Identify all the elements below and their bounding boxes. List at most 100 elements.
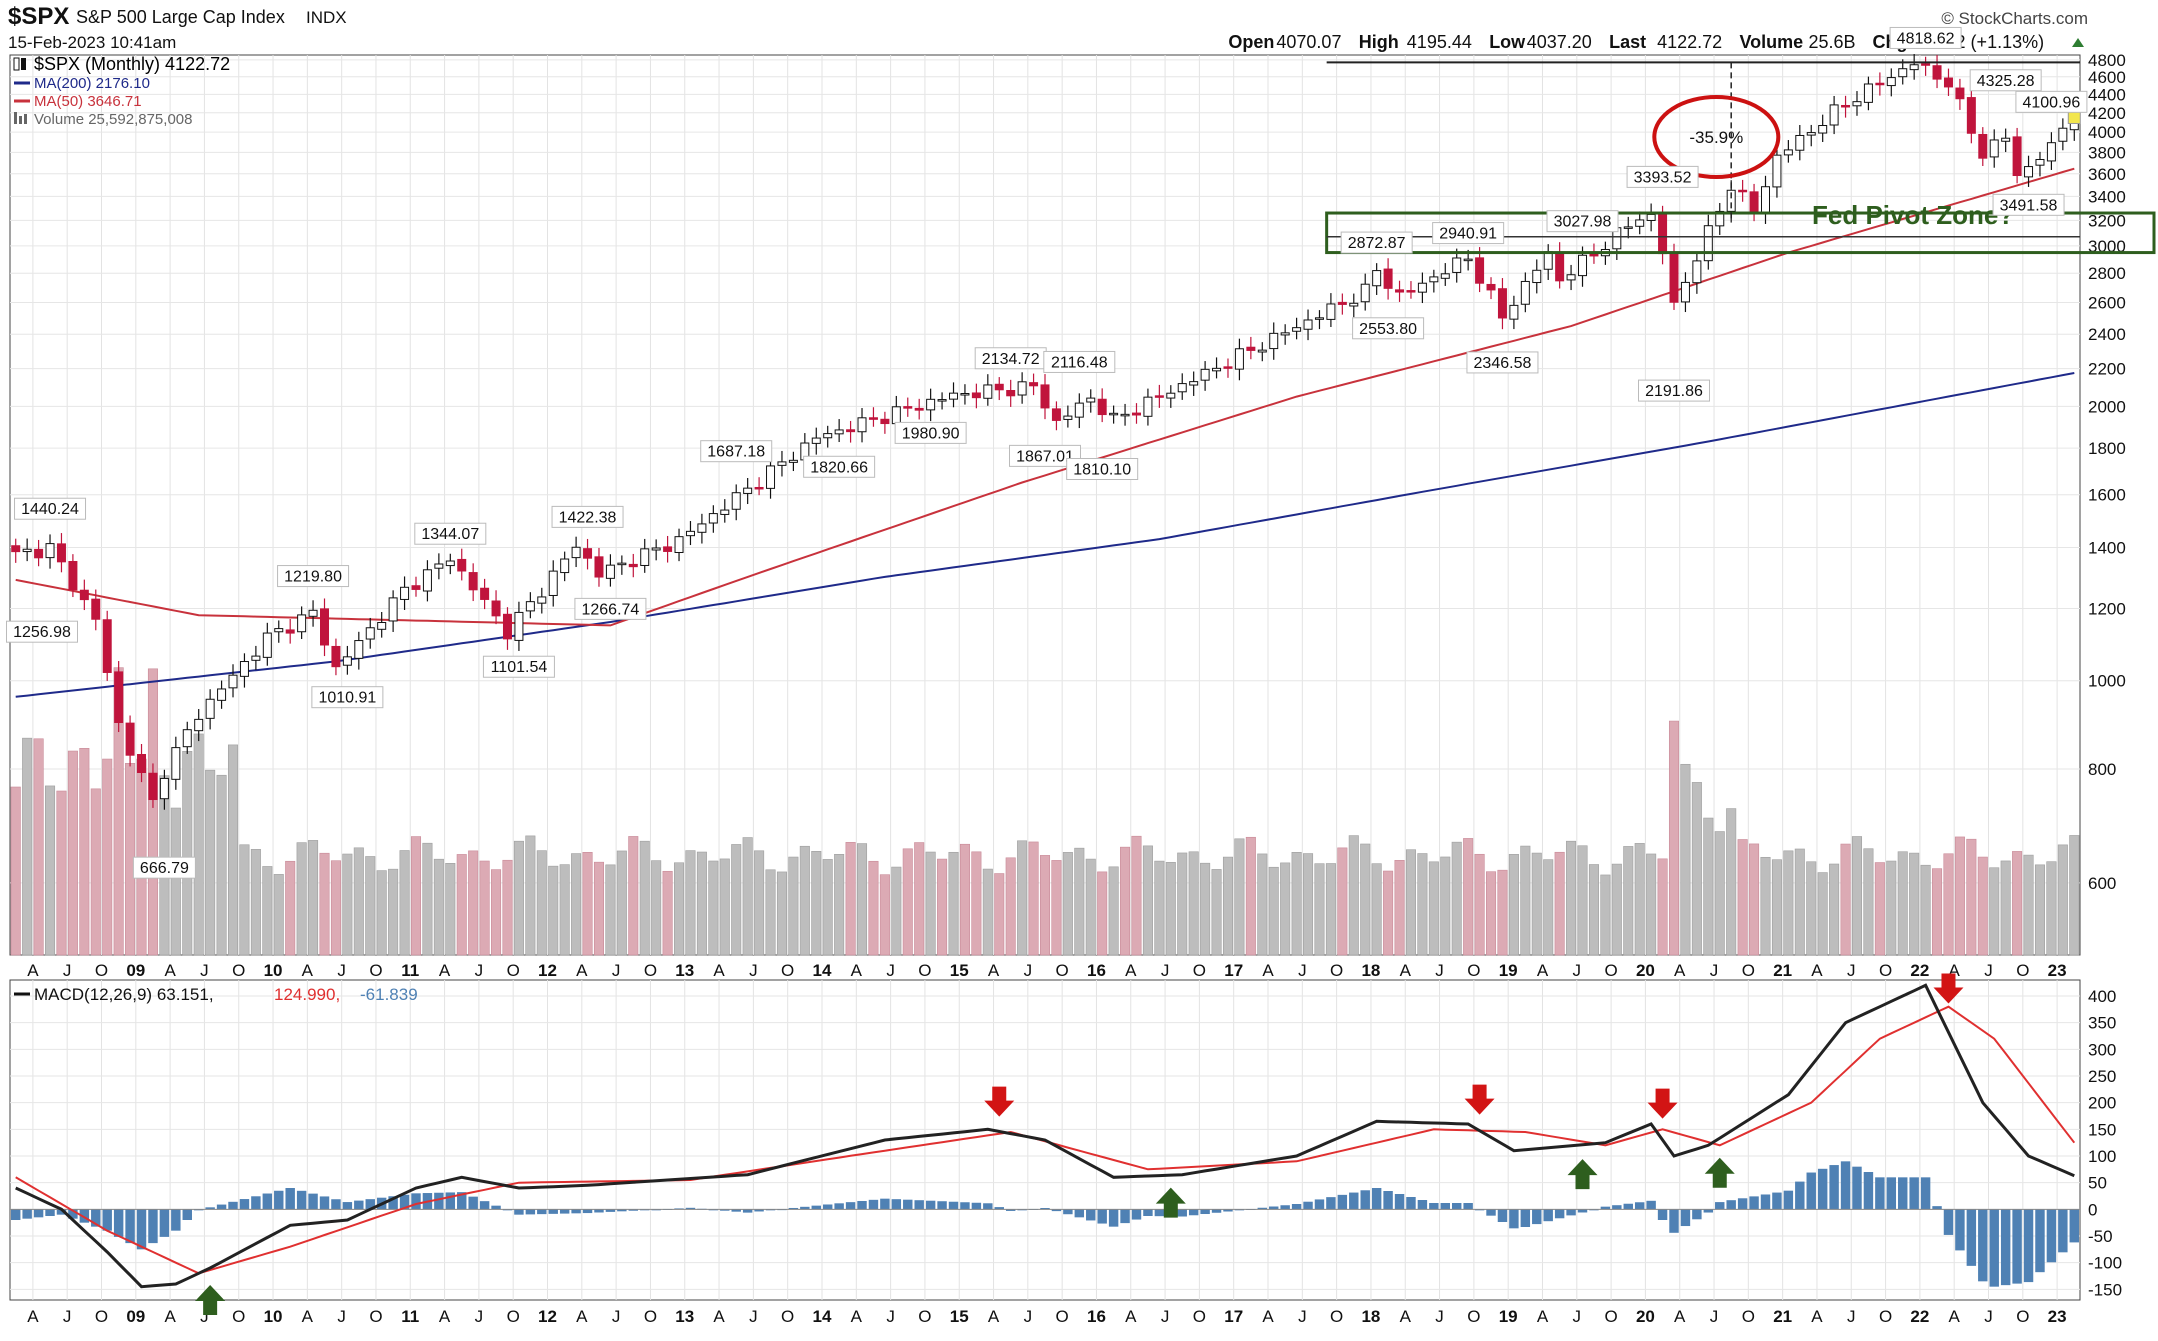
candle-body — [308, 609, 318, 617]
x-tick-label: O — [1879, 961, 1892, 980]
volume-bar — [1577, 845, 1588, 956]
volume-bar — [582, 852, 593, 956]
annotation-label: 1010.91 — [318, 690, 376, 707]
annotation-box — [1546, 210, 1619, 233]
candle-body — [217, 688, 227, 701]
y-tick-label: -100 — [2088, 1254, 2122, 1273]
x-tick-label: 12 — [538, 1307, 557, 1326]
candle — [1017, 372, 1027, 404]
volume-bar — [2023, 854, 2034, 956]
histogram-bar — [1920, 1177, 1931, 1210]
candle — [1692, 252, 1702, 294]
macd-legend-text: MACD(12,26,9) 63.151, — [34, 985, 214, 1004]
histogram-bar — [388, 1196, 398, 1210]
volume-bar — [822, 859, 833, 956]
annotation-label: 1810.10 — [1073, 461, 1131, 478]
histogram-bar — [319, 1196, 330, 1210]
histogram-bar — [1577, 1209, 1588, 1213]
timestamp: 15-Feb-2023 10:41am — [8, 33, 176, 52]
y-tick-label: 250 — [2088, 1067, 2116, 1086]
candle — [1703, 214, 1713, 270]
candle — [297, 606, 307, 640]
x-tick-label: A — [302, 1307, 314, 1326]
annotation-box — [1009, 444, 1081, 467]
volume-bar — [1851, 836, 1863, 956]
candle-body — [583, 548, 593, 559]
histogram-bar — [1154, 1209, 1165, 1217]
histogram-bar — [68, 1209, 78, 1219]
quote-label: Low — [1489, 32, 1526, 52]
candle — [1029, 373, 1039, 396]
x-tick-label: O — [918, 961, 931, 980]
annotation-label: 1266.74 — [581, 601, 639, 618]
volume-bar — [879, 874, 890, 956]
candle — [1154, 384, 1164, 408]
volume-bar — [719, 858, 730, 956]
signal-legend-text: 124.990, — [274, 985, 340, 1004]
candle — [137, 744, 147, 783]
annotation-box — [1638, 379, 1711, 402]
annotation-label: 4100.96 — [2022, 94, 2080, 111]
candle-body — [239, 661, 249, 677]
histogram-bar — [971, 1202, 982, 1210]
candle — [743, 478, 753, 505]
annotation-box — [1969, 69, 2042, 92]
volume-bar — [548, 865, 559, 956]
volume-bar — [616, 850, 627, 956]
histogram-bar — [903, 1199, 913, 1210]
candle-body — [491, 600, 501, 617]
candle — [22, 538, 32, 562]
volume-bar — [1074, 847, 1085, 956]
histogram-bar — [1086, 1209, 1096, 1221]
candle-body — [1040, 384, 1050, 409]
histogram-bar — [1223, 1209, 1233, 1212]
x-tick-label: O — [95, 1307, 108, 1326]
crossover-arrows — [195, 973, 1964, 1315]
candle-body — [502, 613, 512, 640]
annotation-box — [482, 655, 555, 678]
histogram-bar — [1371, 1188, 1382, 1210]
histogram-bar — [1543, 1209, 1553, 1222]
histogram-bar — [1509, 1209, 1519, 1229]
annotation-box — [700, 440, 773, 463]
y-tick-label: 3600 — [2088, 165, 2126, 184]
candle — [868, 407, 878, 427]
candle-body — [685, 530, 695, 537]
candle — [914, 398, 924, 420]
candle — [228, 664, 238, 698]
histogram-bar — [1554, 1209, 1565, 1219]
volume-bar — [1348, 835, 1359, 956]
histogram-bar — [1532, 1209, 1542, 1225]
x-tick-label: O — [369, 1307, 382, 1326]
x-tick-label: J — [63, 961, 72, 980]
annotation-label: 1219.80 — [284, 569, 342, 586]
histogram-bar — [1349, 1192, 1359, 1210]
histogram-bar — [1852, 1166, 1862, 1210]
histogram-bar — [354, 1200, 364, 1210]
candle — [514, 601, 524, 651]
histogram-bar — [1886, 1177, 1897, 1210]
up-arrow-icon — [1567, 1159, 1598, 1190]
volume-bar — [674, 862, 685, 956]
candle — [68, 554, 78, 598]
symbol-title: $SPX — [8, 3, 69, 30]
y-tick-label: 0 — [2088, 1200, 2097, 1219]
histogram-bar — [2046, 1209, 2057, 1263]
histogram-bar — [742, 1209, 753, 1213]
x-tick-label: 23 — [2048, 1307, 2067, 1326]
candle — [1829, 95, 1839, 135]
candle — [1898, 59, 1908, 85]
macd-histogram — [11, 1161, 2079, 1287]
histogram-bar — [216, 1204, 227, 1210]
histogram-bar — [1955, 1209, 1965, 1251]
histogram-bar — [1863, 1172, 1874, 1210]
volume-bar — [948, 851, 959, 956]
candle-body — [548, 570, 558, 596]
histogram-bar — [491, 1205, 501, 1210]
candle-body — [1154, 395, 1164, 398]
candle-body — [2012, 136, 2022, 177]
candle-body — [388, 597, 398, 622]
candle-body — [594, 556, 604, 578]
volume-bar — [971, 851, 982, 956]
candle-body — [628, 563, 638, 568]
